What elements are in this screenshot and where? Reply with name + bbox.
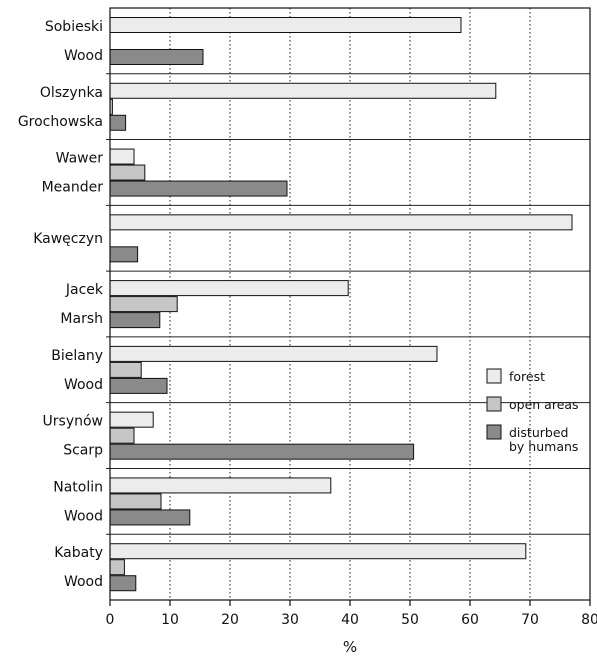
x-tick-label: 0: [106, 612, 115, 628]
category-label-line: Ursynów: [43, 414, 103, 430]
category-label: Wawer Meander: [42, 151, 104, 196]
bar-open-areas: [109, 164, 146, 181]
legend-item: forest: [486, 368, 545, 384]
bars-group: [109, 17, 573, 592]
category-label-line: Wawer: [56, 151, 104, 167]
bar-disturbed-by-humans: [109, 246, 139, 263]
bar-disturbed-by-humans: [109, 509, 191, 526]
category-label-line: Wood: [64, 48, 103, 64]
category-label-line: Meander: [42, 180, 104, 196]
category-label-line: Kawęczyn: [33, 231, 103, 247]
legend-label: by humans: [509, 439, 578, 454]
category-label-line: Wood: [64, 508, 103, 524]
bar-open-areas: [109, 361, 142, 378]
category-label: Ursynów Scarp: [43, 414, 104, 459]
bar-forest: [109, 477, 332, 494]
legend-swatch: [486, 424, 502, 440]
x-tick-label: 40: [341, 612, 359, 628]
category-label-line: Bielany: [51, 348, 103, 364]
bar-disturbed-by-humans: [109, 443, 415, 460]
bar-forest: [109, 543, 527, 560]
bar-forest: [109, 345, 438, 362]
bar-forest: [109, 82, 497, 99]
bar-open-areas: [109, 427, 135, 444]
x-tick-labels: 0 10 20 30 40 50 60 70 80: [106, 612, 597, 628]
category-label-line: Scarp: [63, 443, 103, 459]
x-tick-label: 20: [221, 612, 239, 628]
category-labels: Sobieski Wood Olszynka Grochowska Wawer Meand…: [18, 19, 104, 590]
category-label: Kabaty Wood: [54, 545, 103, 590]
x-tick-label: 10: [161, 612, 179, 628]
x-tick-label: 50: [401, 612, 419, 628]
x-tick-label: 60: [461, 612, 479, 628]
category-label-line: Kabaty: [54, 545, 103, 561]
legend-item: open areas: [486, 396, 579, 412]
legend-swatch: [486, 368, 502, 384]
category-label: Jacek Marsh: [60, 282, 103, 327]
bar-forest: [109, 148, 135, 165]
category-label: Sobieski Wood: [45, 19, 103, 64]
category-label-line: Wood: [64, 377, 103, 393]
bar-forest: [109, 17, 462, 33]
category-label-line: Natolin: [53, 479, 103, 495]
axes-group: [106, 7, 591, 606]
category-label: Bielany Wood: [51, 348, 103, 393]
bar-open-areas: [109, 493, 162, 510]
bar-disturbed-by-humans: [109, 114, 127, 131]
x-tick-label: 70: [521, 612, 539, 628]
bar-disturbed-by-humans: [109, 49, 204, 65]
category-label: Kawęczyn: [33, 231, 103, 247]
x-tick-label: 30: [281, 612, 299, 628]
legend-label: disturbed: [509, 425, 568, 440]
bar-disturbed-by-humans: [109, 312, 161, 329]
bar-disturbed-by-humans: [109, 377, 168, 394]
legend-swatch: [486, 396, 502, 412]
legend-label: forest: [509, 369, 545, 384]
gridlines: [169, 8, 531, 600]
bar-open-areas: [109, 296, 178, 313]
category-label: Olszynka Grochowska: [18, 85, 103, 130]
category-label-line: Olszynka: [40, 85, 103, 101]
legend-label: open areas: [509, 397, 579, 412]
category-label-line: Jacek: [65, 282, 104, 298]
bar-disturbed-by-humans: [109, 180, 288, 197]
bar-forest: [109, 280, 349, 297]
category-label: Natolin Wood: [53, 479, 103, 524]
bar-forest: [109, 411, 154, 428]
bar-open-areas: [109, 559, 125, 576]
x-axis-title: %: [343, 638, 357, 656]
category-label-line: Sobieski: [45, 19, 103, 35]
category-label-line: Marsh: [60, 311, 103, 327]
category-label-line: Grochowska: [18, 114, 103, 130]
category-label-line: Wood: [64, 574, 103, 590]
x-tick-label: 80: [581, 612, 597, 628]
bar-disturbed-by-humans: [109, 575, 137, 592]
bar-forest: [109, 214, 573, 231]
